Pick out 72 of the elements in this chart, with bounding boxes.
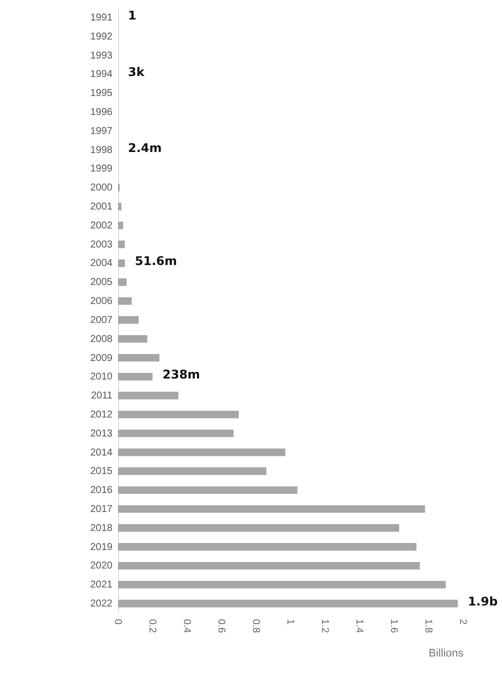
y-tick-label: 1992	[90, 31, 113, 42]
bar	[118, 580, 446, 588]
y-tick-label: 2001	[90, 202, 113, 213]
x-tick-label: 1	[284, 619, 296, 625]
y-tick-label: 2003	[90, 239, 113, 250]
y-tick-label: 2017	[90, 504, 113, 516]
y-tick-label: 2018	[90, 522, 113, 534]
y-tick-label: 2022	[90, 598, 113, 610]
y-tick-label: 2020	[90, 560, 113, 572]
y-tick-label: 2019	[90, 542, 113, 553]
bar	[118, 392, 178, 400]
bar	[118, 430, 234, 438]
y-tick-label: 2011	[90, 390, 113, 402]
y-tick-label: 2005	[90, 277, 113, 288]
y-tick-label: 2021	[90, 580, 113, 591]
bar	[118, 278, 127, 286]
bar	[118, 562, 420, 570]
bar	[118, 467, 266, 475]
bar	[118, 202, 122, 210]
bar	[118, 524, 400, 532]
annotation: 1	[128, 8, 136, 22]
y-tick-label: 2016	[90, 485, 113, 496]
bar	[118, 543, 416, 551]
x-tick-label: 0.2	[146, 619, 158, 634]
y-tick-label: 2015	[90, 466, 113, 478]
bar	[118, 297, 132, 305]
x-tick-label: 1.6	[388, 619, 399, 634]
bar	[118, 259, 125, 268]
bar	[118, 316, 139, 324]
bar	[118, 505, 426, 513]
y-tick-label: 2000	[90, 182, 113, 194]
y-tick-label: 2004	[90, 258, 113, 270]
y-tick-label: 1991	[90, 12, 113, 24]
x-tick-label: 1.8	[422, 619, 434, 634]
y-tick-label: 2007	[90, 314, 113, 326]
bar	[118, 486, 298, 494]
y-tick-label: 2010	[90, 372, 113, 383]
annotation: 1.9b	[468, 594, 498, 609]
bar	[118, 448, 286, 456]
x-axis-title: Billions	[428, 648, 464, 660]
y-tick-label: 1994	[90, 69, 113, 80]
x-tick-label: 1.2	[319, 619, 330, 634]
y-tick-label: 2002	[90, 220, 113, 232]
y-tick-label: 2012	[90, 409, 113, 420]
annotation: 238m	[162, 368, 200, 382]
bar	[118, 335, 148, 343]
x-tick-label: 0	[112, 619, 123, 625]
y-tick-label: 2014	[90, 447, 113, 458]
bar	[118, 240, 125, 248]
y-tick-label: 2008	[90, 334, 113, 345]
x-tick-label: 2	[457, 619, 468, 625]
y-tick-label: 1995	[90, 88, 113, 100]
y-tick-label: 1997	[90, 126, 113, 137]
annotation: 51.6m	[134, 254, 178, 268]
y-tick-label: 2013	[90, 428, 113, 440]
y-tick-label: 1999	[90, 164, 113, 175]
bar	[118, 372, 152, 380]
x-tick-label: 0.6	[216, 619, 226, 634]
y-tick-label: 2009	[90, 352, 113, 364]
x-tick-label: 1.4	[354, 619, 364, 634]
bar	[118, 354, 160, 362]
x-tick-label: 0.4	[181, 619, 192, 634]
y-tick-label: 1998	[90, 144, 113, 156]
annotation: 3k	[128, 65, 146, 80]
annotation: 2.4m	[128, 140, 162, 155]
bar	[118, 600, 458, 608]
bar	[118, 222, 124, 230]
y-tick-label: 1993	[90, 50, 113, 62]
y-tick-label: 1996	[90, 106, 113, 118]
x-tick-label: 0.8	[250, 619, 261, 634]
bar	[118, 410, 239, 418]
y-tick-label: 2006	[90, 296, 113, 308]
